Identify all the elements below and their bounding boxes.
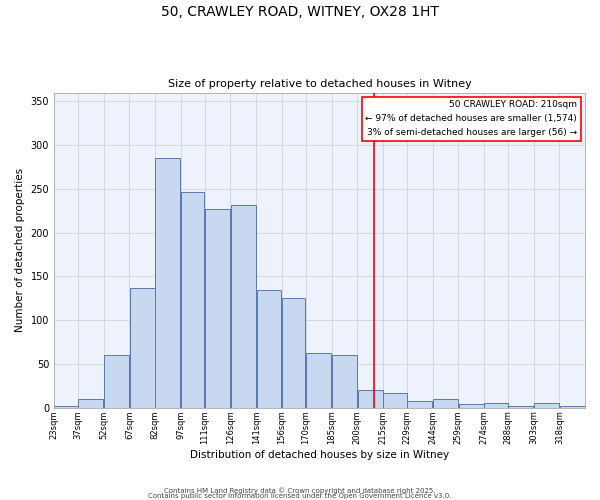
Bar bbox=[155, 158, 181, 408]
Bar bbox=[534, 402, 559, 408]
Bar bbox=[484, 404, 508, 408]
Bar bbox=[306, 352, 331, 408]
Y-axis label: Number of detached properties: Number of detached properties bbox=[15, 168, 25, 332]
Bar bbox=[104, 356, 129, 408]
Bar bbox=[458, 404, 484, 408]
Bar bbox=[231, 204, 256, 408]
Bar bbox=[560, 406, 584, 408]
Bar bbox=[332, 356, 357, 408]
Bar bbox=[55, 406, 77, 408]
Text: 50, CRAWLEY ROAD, WITNEY, OX28 1HT: 50, CRAWLEY ROAD, WITNEY, OX28 1HT bbox=[161, 5, 439, 19]
Bar bbox=[79, 399, 103, 408]
Text: 50 CRAWLEY ROAD: 210sqm
← 97% of detached houses are smaller (1,574)
3% of semi-: 50 CRAWLEY ROAD: 210sqm ← 97% of detache… bbox=[365, 100, 577, 137]
Bar bbox=[205, 209, 230, 408]
Bar bbox=[257, 290, 281, 408]
Text: Contains public sector information licensed under the Open Government Licence v3: Contains public sector information licen… bbox=[148, 493, 452, 499]
Text: Contains HM Land Registry data © Crown copyright and database right 2025.: Contains HM Land Registry data © Crown c… bbox=[164, 487, 436, 494]
Bar bbox=[433, 399, 458, 408]
Bar bbox=[508, 406, 533, 408]
Bar bbox=[282, 298, 305, 408]
Bar bbox=[407, 401, 432, 408]
Bar bbox=[358, 390, 383, 408]
Bar bbox=[130, 288, 155, 408]
Bar bbox=[181, 192, 205, 408]
Title: Size of property relative to detached houses in Witney: Size of property relative to detached ho… bbox=[167, 79, 472, 89]
X-axis label: Distribution of detached houses by size in Witney: Distribution of detached houses by size … bbox=[190, 450, 449, 460]
Bar bbox=[383, 393, 407, 408]
